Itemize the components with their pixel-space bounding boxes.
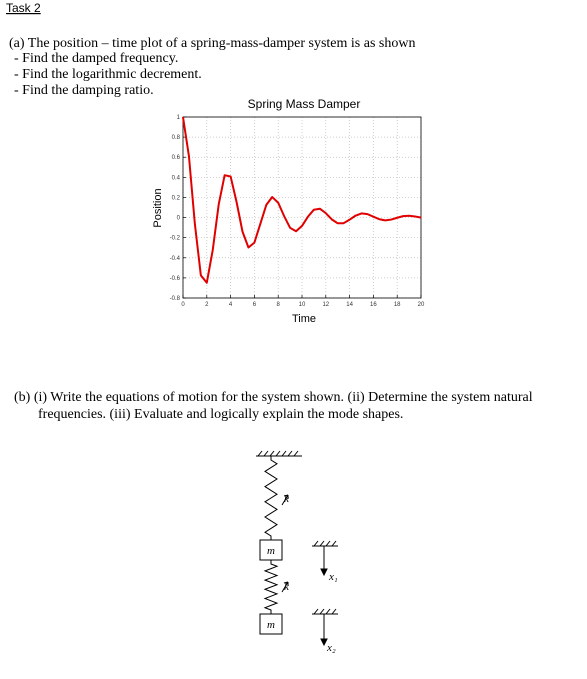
chart: Spring Mass Damper Time Position -0.8 -0.…: [152, 97, 425, 325]
y-tick-label: -0.6: [170, 276, 181, 282]
displacement-label: x₂: [326, 642, 336, 654]
arrowhead: [320, 568, 328, 577]
y-tick-label: 0.4: [172, 175, 181, 181]
x-tick-label: 18: [394, 302, 401, 308]
question: frequencies. (iii) Evaluate and logicall…: [38, 407, 403, 422]
x-axis-label: Time: [292, 313, 316, 325]
plot-frame: [182, 116, 422, 299]
y-tick-label: 0.8: [172, 135, 181, 141]
mass-label: m: [267, 619, 275, 631]
two-mass-system: [256, 450, 338, 647]
mass-label: m: [267, 545, 275, 557]
x-tick-label: 6: [253, 302, 257, 308]
hatch: [313, 540, 337, 547]
x-tick-label: 12: [322, 302, 329, 308]
hatch: [257, 450, 299, 457]
y-tick-label: 1: [177, 115, 181, 121]
y-tick-label: 0: [177, 216, 181, 222]
y-tick-label: 0.2: [172, 195, 181, 201]
y-tick-label: 0.6: [172, 155, 181, 161]
x-tick-label: 10: [299, 302, 306, 308]
x-tick-label: 14: [346, 302, 353, 308]
question: (a) The position – time plot of a spring…: [9, 36, 415, 51]
spring-label: k: [284, 493, 290, 505]
spring: [263, 560, 279, 614]
spring-arrow: [281, 494, 289, 506]
x-tick-label: 20: [418, 302, 425, 308]
x-tick-label: 2: [205, 302, 209, 308]
spring: [264, 456, 278, 540]
arrowhead: [320, 638, 328, 647]
x-tick-label: 8: [277, 302, 281, 308]
task-heading: Task 2: [6, 1, 41, 15]
spring-label: k: [284, 581, 290, 593]
y-tick-label: -0.8: [170, 296, 181, 302]
spring-arrow: [281, 581, 289, 593]
x-tick-label: 0: [181, 302, 185, 308]
question-item: - Find the logarithmic decrement.: [14, 67, 202, 82]
chart-title: Spring Mass Damper: [248, 97, 361, 111]
hatch: [313, 608, 337, 615]
x-tick-label: 4: [229, 302, 233, 308]
y-axis-label: Position: [152, 188, 164, 227]
question: (b) (i) Write the equations of motion fo…: [14, 390, 533, 405]
y-tick-label: -0.2: [170, 236, 181, 242]
mass-box: [259, 613, 283, 635]
data-line: [182, 116, 422, 284]
x-tick-label: 16: [370, 302, 377, 308]
displacement-label: x₁: [328, 571, 338, 583]
question-item: - Find the damping ratio.: [14, 83, 154, 98]
question-item: - Find the damped frequency.: [14, 51, 178, 66]
y-tick-label: -0.4: [170, 256, 181, 262]
